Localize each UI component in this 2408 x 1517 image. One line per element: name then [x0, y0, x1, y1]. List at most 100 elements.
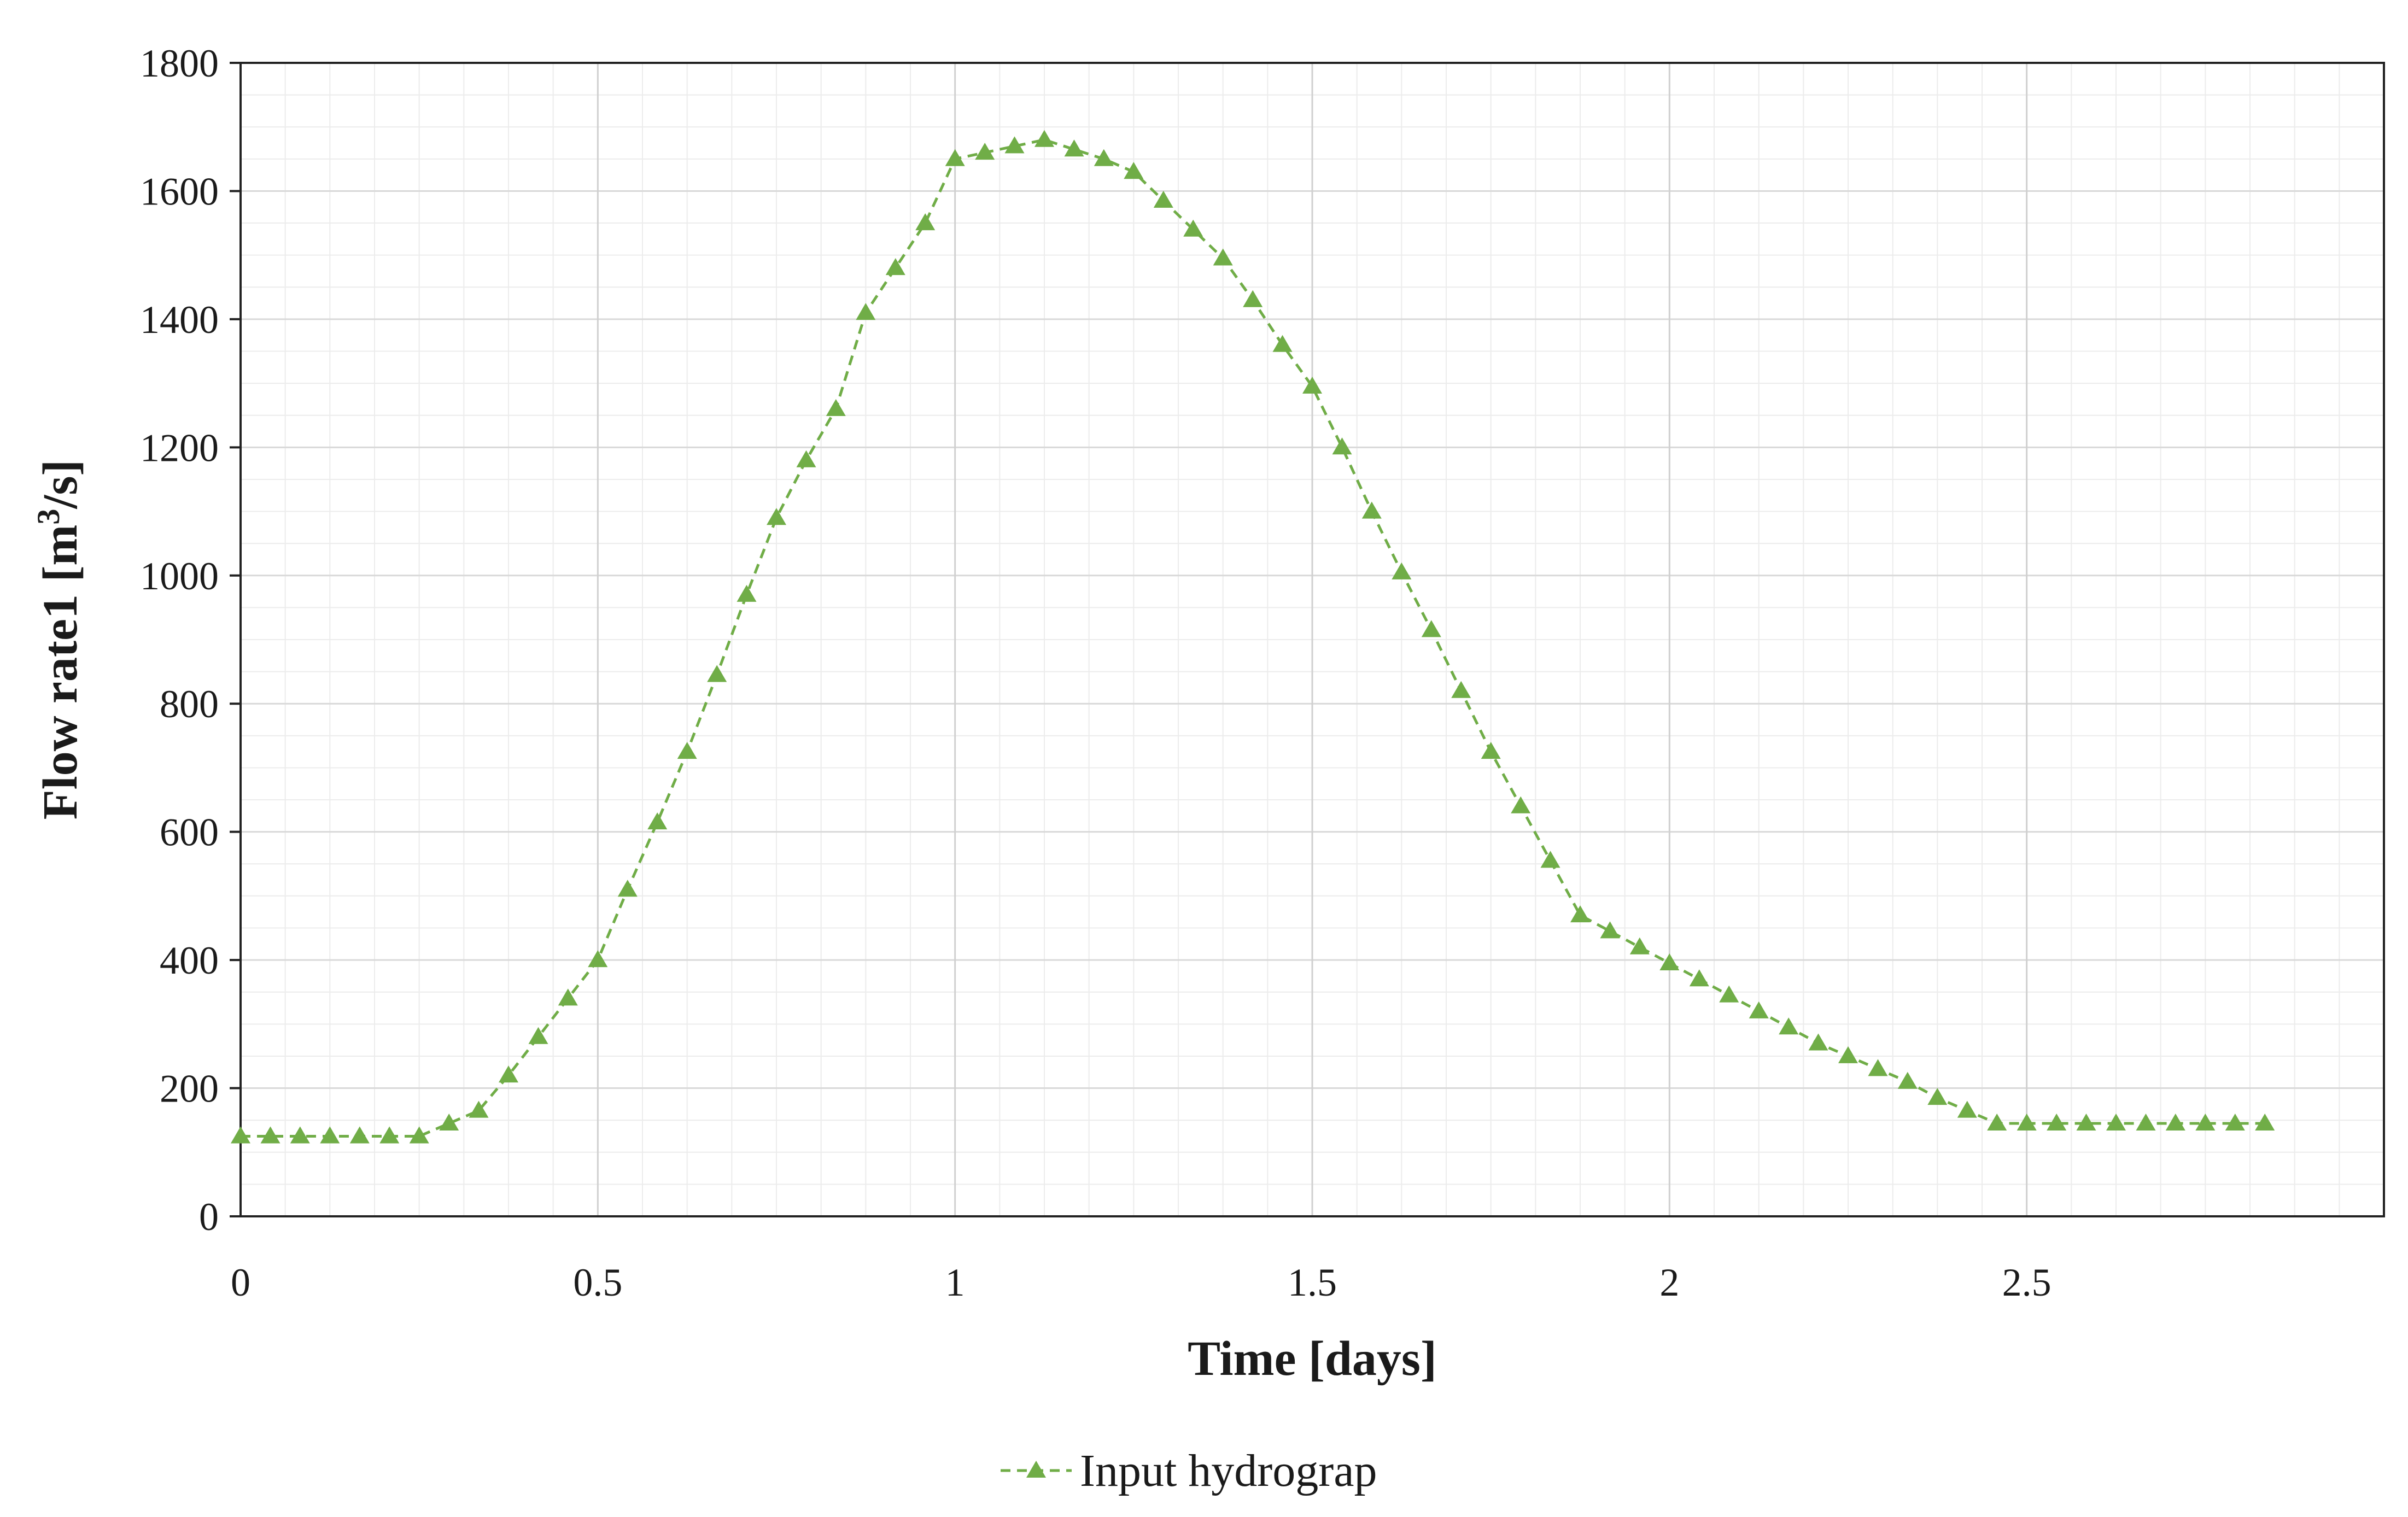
data-point-marker [2047, 1114, 2067, 1131]
y-tick-label: 1400 [140, 298, 219, 342]
data-point-marker [409, 1126, 429, 1144]
data-point-marker [1183, 219, 1203, 237]
x-tick-label: 0 [231, 1261, 250, 1304]
data-point-marker [2076, 1114, 2096, 1131]
data-point-marker [2255, 1114, 2275, 1131]
data-point-marker [320, 1126, 340, 1144]
y-tick-label: 600 [160, 811, 219, 854]
x-tick-label: 2.5 [2002, 1261, 2052, 1304]
data-point-marker [2106, 1114, 2126, 1131]
legend-marker [1026, 1461, 1046, 1478]
data-point-marker [1332, 437, 1352, 455]
y-tick-label: 1200 [140, 426, 219, 470]
data-point-marker [767, 508, 786, 525]
x-tick-label: 1.5 [1288, 1261, 1337, 1304]
data-point-marker [558, 988, 578, 1006]
data-point-marker [1808, 1033, 1828, 1051]
data-point-marker [1004, 136, 1025, 154]
y-tick-label: 1600 [140, 169, 219, 213]
data-point-marker [2225, 1114, 2245, 1131]
data-point-marker [1600, 921, 1620, 939]
data-point-marker [1838, 1046, 1858, 1063]
y-tick-label: 400 [160, 939, 219, 982]
major-grid [241, 63, 2384, 1216]
y-axis-ticks: 0 200 400 600 800 1000 1200 1400 1600 1800 [140, 42, 241, 1239]
data-point-marker [975, 143, 995, 160]
data-point-marker [1124, 162, 1144, 179]
data-point-marker [231, 1126, 250, 1144]
y-axis-title: Flow rate1 [m3/s] [31, 460, 87, 820]
data-point-marker [796, 450, 816, 467]
data-point-marker [885, 258, 905, 276]
data-point-marker [1927, 1088, 1948, 1105]
series-layer [231, 130, 2275, 1144]
x-tick-label: 2 [1659, 1261, 1679, 1304]
y-tick-label: 800 [160, 682, 219, 726]
data-point-marker [1629, 937, 1650, 954]
data-point-marker [1749, 1001, 1769, 1018]
data-point-marker [1064, 139, 1084, 157]
data-point-marker [2195, 1114, 2216, 1131]
data-point-marker [826, 399, 846, 416]
data-point-marker [469, 1100, 489, 1118]
data-point-marker [290, 1126, 310, 1144]
data-point-marker [1897, 1071, 1918, 1089]
data-point-marker [1034, 130, 1054, 147]
x-tick-label: 0.5 [573, 1261, 622, 1304]
data-point-marker [1868, 1059, 1888, 1076]
data-point-marker [2165, 1114, 2185, 1131]
data-point-marker [499, 1065, 518, 1083]
x-tick-label: 1 [945, 1261, 965, 1304]
data-point-marker [1689, 969, 1709, 987]
x-axis-ticks: 0 0.5 1 1.5 2 2.5 [231, 1261, 2052, 1304]
data-point-marker [588, 950, 608, 968]
data-point-marker [2017, 1114, 2037, 1131]
data-point-marker [617, 880, 638, 897]
data-point-marker [647, 812, 668, 830]
data-point-marker [1153, 191, 1173, 208]
data-point-marker [1094, 149, 1114, 166]
data-point-marker [945, 149, 965, 166]
legend-label: Input hydrograp [1080, 1445, 1377, 1496]
data-point-marker [737, 584, 757, 602]
data-point-marker [1540, 851, 1560, 868]
data-point-marker [349, 1126, 370, 1144]
data-point-marker [856, 303, 876, 320]
legend: Input hydrograp [1001, 1445, 1377, 1496]
x-axis-title: Time [days] [1188, 1332, 1437, 1386]
data-point-marker [1511, 796, 1531, 813]
data-point-marker [1451, 681, 1471, 698]
data-point-marker [915, 213, 936, 231]
data-point-marker [2136, 1114, 2156, 1131]
data-point-marker [1719, 985, 1739, 1003]
data-point-marker [1987, 1114, 2007, 1131]
y-axis-title-sup: 3 [31, 509, 66, 525]
data-point-marker [1272, 335, 1293, 352]
data-point-marker [707, 665, 727, 682]
plot-frame [239, 62, 2385, 1217]
data-point-marker [1957, 1100, 1977, 1118]
data-point-marker [1421, 620, 1441, 637]
data-point-marker [1570, 905, 1590, 923]
data-point-marker [1659, 953, 1680, 970]
y-tick-label: 1000 [140, 554, 219, 598]
y-tick-label: 0 [199, 1195, 219, 1239]
data-point-marker [1243, 290, 1263, 307]
y-tick-label: 200 [160, 1067, 219, 1111]
data-point-marker [1481, 742, 1501, 759]
data-point-marker [677, 742, 697, 759]
y-tick-label: 1800 [140, 42, 219, 85]
data-point-marker [1302, 377, 1322, 394]
y-axis-title-tail: /s] [33, 460, 87, 509]
data-point-marker [1779, 1017, 1799, 1035]
y-axis-title-main: Flow rate1 [m [33, 525, 87, 820]
data-point-marker [260, 1126, 280, 1144]
data-point-marker [1213, 248, 1233, 266]
data-point-marker [439, 1114, 459, 1131]
data-point-marker [1361, 501, 1382, 519]
data-point-marker [379, 1126, 400, 1144]
data-point-marker [1392, 562, 1412, 579]
data-point-marker [528, 1027, 548, 1044]
